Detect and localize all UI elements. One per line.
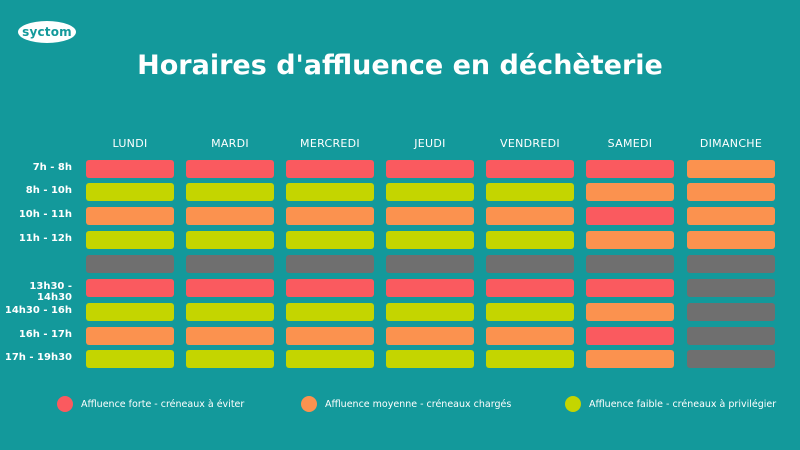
schedule-cell-faible: [86, 183, 174, 201]
schedule-cell-faible: [186, 231, 274, 249]
schedule-cell-moyenne: [186, 327, 274, 345]
legend-item-moyenne: Affluence moyenne - créneaux chargés: [301, 396, 511, 412]
schedule-cell-moyenne: [586, 350, 674, 368]
schedule-cell-moyenne: [586, 183, 674, 201]
day-header-vendredi: VENDREDI: [500, 137, 560, 150]
schedule-cell-forte: [286, 279, 374, 297]
legend-label: Affluence faible - créneaux à privilégie…: [589, 398, 777, 410]
schedule-cell-faible: [386, 183, 474, 201]
schedule-cell-moyenne: [486, 207, 574, 225]
page-title: Horaires d'affluence en déchèterie: [137, 50, 663, 81]
schedule-cell-faible: [386, 231, 474, 249]
schedule-cell-forte: [386, 279, 474, 297]
schedule-cell-faible: [386, 350, 474, 368]
schedule-cell-ferme: [186, 255, 274, 273]
schedule-cell-faible: [486, 303, 574, 321]
schedule-cell-ferme: [687, 303, 775, 321]
day-header-lundi: LUNDI: [112, 137, 148, 150]
legend-dot-icon: [565, 396, 581, 412]
schedule-cell-moyenne: [86, 327, 174, 345]
schedule-cell-forte: [86, 160, 174, 178]
schedule-cell-moyenne: [687, 231, 775, 249]
legend-item-forte: Affluence forte - créneaux à éviter: [57, 396, 244, 412]
schedule-cell-forte: [86, 279, 174, 297]
schedule-cell-faible: [486, 350, 574, 368]
schedule-cell-faible: [286, 303, 374, 321]
schedule-cell-faible: [186, 303, 274, 321]
time-slot-label: 7h - 8h: [32, 162, 72, 173]
time-slot-label: 13h30 - 14h30: [29, 281, 72, 303]
schedule-cell-faible: [386, 303, 474, 321]
schedule-cell-moyenne: [687, 160, 775, 178]
schedule-cell-forte: [586, 279, 674, 297]
schedule-cell-forte: [586, 327, 674, 345]
schedule-cell-forte: [286, 160, 374, 178]
schedule-cell-ferme: [286, 255, 374, 273]
schedule-cell-faible: [86, 231, 174, 249]
time-slot-label: 14h30 - 16h: [4, 305, 72, 316]
legend-dot-icon: [301, 396, 317, 412]
schedule-cell-ferme: [687, 327, 775, 345]
schedule-cell-moyenne: [286, 327, 374, 345]
schedule-cell-moyenne: [586, 303, 674, 321]
schedule-cell-faible: [286, 183, 374, 201]
day-header-mardi: MARDI: [211, 137, 249, 150]
schedule-cell-ferme: [687, 279, 775, 297]
schedule-cell-moyenne: [386, 207, 474, 225]
schedule-cell-forte: [386, 160, 474, 178]
time-slot-label: 11h - 12h: [18, 233, 72, 244]
syctom-logo: syctom: [18, 21, 76, 43]
time-slot-label: 17h - 19h30: [4, 352, 72, 363]
day-header-samedi: SAMEDI: [607, 137, 653, 150]
time-slot-label: 16h - 17h: [18, 329, 72, 340]
schedule-cell-faible: [286, 231, 374, 249]
schedule-cell-ferme: [386, 255, 474, 273]
schedule-cell-faible: [186, 183, 274, 201]
legend-item-faible: Affluence faible - créneaux à privilégie…: [565, 396, 776, 412]
schedule-cell-faible: [186, 350, 274, 368]
schedule-cell-faible: [486, 183, 574, 201]
schedule-cell-ferme: [486, 255, 574, 273]
schedule-cell-forte: [586, 207, 674, 225]
legend-label: Affluence forte - créneaux à éviter: [81, 398, 245, 410]
time-slot-label: 10h - 11h: [18, 209, 72, 220]
legend-label: Affluence moyenne - créneaux chargés: [325, 398, 512, 410]
schedule-cell-forte: [486, 279, 574, 297]
schedule-cell-faible: [486, 231, 574, 249]
schedule-cell-moyenne: [286, 207, 374, 225]
day-header-mercredi: MERCREDI: [300, 137, 360, 150]
schedule-cell-moyenne: [86, 207, 174, 225]
schedule-cell-faible: [286, 350, 374, 368]
schedule-cell-forte: [186, 160, 274, 178]
schedule-cell-forte: [586, 160, 674, 178]
schedule-cell-moyenne: [386, 327, 474, 345]
schedule-cell-faible: [86, 350, 174, 368]
schedule-cell-ferme: [586, 255, 674, 273]
schedule-cell-moyenne: [687, 207, 775, 225]
schedule-cell-faible: [86, 303, 174, 321]
schedule-cell-ferme: [687, 255, 775, 273]
schedule-cell-moyenne: [687, 183, 775, 201]
schedule-cell-forte: [486, 160, 574, 178]
day-header-jeudi: JEUDI: [414, 137, 446, 150]
schedule-cell-moyenne: [586, 231, 674, 249]
time-slot-label: 8h - 10h: [25, 185, 72, 196]
schedule-cell-forte: [186, 279, 274, 297]
schedule-cell-ferme: [687, 350, 775, 368]
legend-dot-icon: [57, 396, 73, 412]
schedule-cell-moyenne: [486, 327, 574, 345]
day-header-dimanche: DIMANCHE: [699, 137, 763, 150]
schedule-cell-moyenne: [186, 207, 274, 225]
schedule-cell-ferme: [86, 255, 174, 273]
